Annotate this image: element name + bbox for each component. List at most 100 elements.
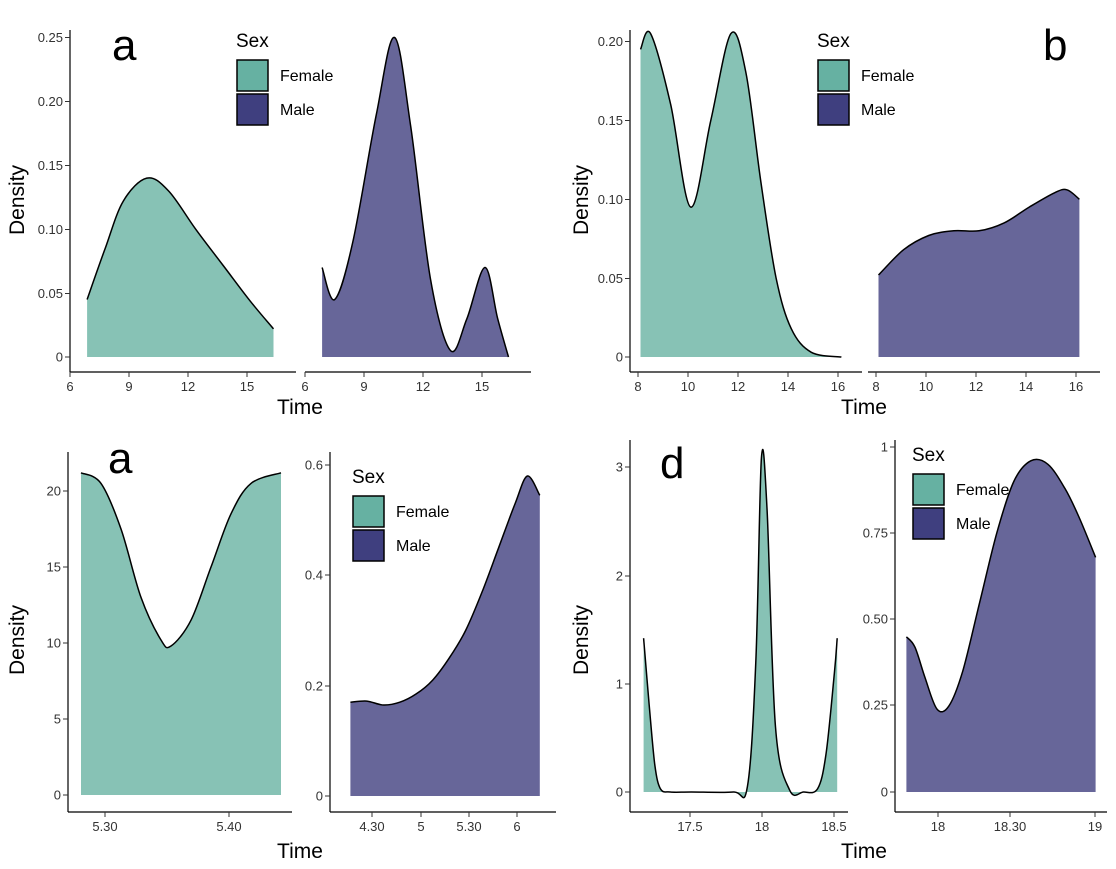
y-tick-label: 0 (56, 350, 63, 365)
x-axis-title: Time (841, 396, 887, 419)
density-curve-female (642, 448, 838, 799)
x-tick-label: 12 (731, 379, 745, 394)
y-tick-label: 0.20 (38, 94, 63, 109)
legend-label-male: Male (396, 538, 431, 555)
x-tick-label: 18 (755, 819, 769, 834)
y-tick-label: 1 (881, 440, 888, 455)
y-tick-label: 0.50 (863, 612, 888, 627)
legend-key-female (817, 59, 850, 92)
x-tick-label: 18.5 (821, 819, 846, 834)
facet-female: 0 0.05 0.10 0.15 0.20 8 10 12 14 16 (598, 30, 862, 394)
x-tick-label: 14 (781, 379, 795, 394)
panel-letter: a (112, 21, 137, 70)
x-tick-label: 9 (360, 379, 367, 394)
y-tick-label: 0.15 (38, 158, 63, 173)
legend-label-female: Female (956, 482, 1009, 499)
facet-male: 0 0.25 0.50 0.75 1 18 18.30 19 (863, 440, 1107, 834)
density-curve-female (639, 30, 842, 358)
legend-key-male (817, 93, 850, 126)
y-tick-label: 0.10 (38, 222, 63, 237)
legend-label-male: Male (956, 516, 991, 533)
legend-key-male (236, 93, 269, 126)
y-tick-label: 3 (616, 460, 623, 475)
chart-panel-2: 0 0.05 0.10 0.15 0.20 8 10 12 14 16 8 10 12 14 16 b Time… (570, 21, 1100, 419)
legend-label-female: Female (280, 68, 333, 85)
x-axis-title: Time (277, 840, 323, 863)
y-tick-label: 0.25 (863, 698, 888, 713)
y-tick-label: 0 (616, 785, 623, 800)
x-tick-label: 14 (1019, 379, 1033, 394)
facet-male: 0 0.2 0.4 0.6 4.30 5 5.30 6 (305, 452, 556, 834)
density-area-female (81, 472, 281, 795)
x-tick-label: 16 (1069, 379, 1083, 394)
legend-title: Sex (817, 31, 850, 52)
y-tick-label: 0.15 (598, 113, 623, 128)
x-tick-label: 5.30 (456, 819, 481, 834)
y-tick-label: 0.10 (598, 192, 623, 207)
x-tick-label: 17.5 (677, 819, 702, 834)
density-curve-male (350, 475, 541, 706)
x-tick-label: 10 (919, 379, 933, 394)
y-tick-label: 0.05 (38, 286, 63, 301)
y-tick-label: 20 (47, 484, 61, 499)
x-tick-label: 18.30 (994, 819, 1027, 834)
legend: Sex Female Male (352, 467, 449, 562)
legend-key-female (912, 473, 945, 506)
x-tick-label: 8 (872, 379, 879, 394)
facet-female: 0 5 10 15 20 5.30 5.40 (47, 452, 292, 834)
legend: Sex Female Male (817, 31, 914, 126)
density-area-female (640, 31, 842, 357)
x-tick-label: 8 (634, 379, 641, 394)
x-tick-label: 12 (969, 379, 983, 394)
facet-female: 0 0.05 0.10 0.15 0.20 0.25 6 9 12 15 (38, 30, 296, 394)
chart-panel-1: 0 0.05 0.10 0.15 0.20 0.25 6 9 12 15 6 9 12 15 a Time De… (6, 21, 531, 419)
x-axis-title: Time (841, 840, 887, 863)
density-curve-female (80, 472, 282, 649)
density-area-female (87, 177, 274, 357)
x-tick-label: 16 (831, 379, 845, 394)
y-axis-title: Density (6, 164, 29, 235)
legend-title: Sex (236, 31, 269, 52)
x-tick-label: 12 (181, 379, 195, 394)
density-curve-female (86, 177, 275, 330)
x-tick-label: 6 (301, 379, 308, 394)
density-curve-male (877, 188, 1080, 276)
legend: Sex Female Male (236, 31, 333, 126)
legend-key-male (912, 507, 945, 540)
x-tick-label: 9 (125, 379, 132, 394)
panel-letter: b (1043, 21, 1067, 70)
panel-letter: a (108, 434, 133, 483)
y-tick-label: 2 (616, 569, 623, 584)
y-tick-label: 0 (616, 350, 623, 365)
density-area-male (350, 475, 540, 796)
y-tick-label: 0.20 (598, 34, 623, 49)
chart-panel-4: 0 1 2 3 17.5 18 18.5 0 0.25 0.50 0.75 1 18 18.30 19 d Ti… (570, 439, 1107, 863)
y-tick-label: 0.75 (863, 526, 888, 541)
legend-label-male: Male (861, 102, 896, 119)
x-tick-label: 18 (931, 819, 945, 834)
legend-label-female: Female (861, 68, 914, 85)
chart-panel-3: 0 5 10 15 20 5.30 5.40 0 0.2 0.4 0.6 4.30 5 5.30 6 a Tim… (6, 434, 556, 863)
x-tick-label: 5.40 (216, 819, 241, 834)
y-tick-label: 5 (54, 712, 61, 727)
legend-title: Sex (352, 467, 385, 488)
legend-key-male (352, 529, 385, 562)
x-tick-label: 4.30 (359, 819, 384, 834)
y-tick-label: 0 (54, 788, 61, 803)
density-area-male (906, 459, 1096, 792)
x-tick-label: 6 (513, 819, 520, 834)
x-tick-label: 5 (417, 819, 424, 834)
y-axis-title: Density (570, 164, 593, 235)
x-axis-title: Time (277, 396, 323, 419)
legend-label-male: Male (280, 102, 315, 119)
density-area-female (643, 449, 838, 798)
facet-female: 0 1 2 3 17.5 18 18.5 (616, 440, 848, 834)
legend-key-female (352, 495, 385, 528)
density-curve-male (321, 36, 510, 358)
y-axis-title: Density (570, 604, 593, 675)
y-tick-label: 0.4 (305, 568, 323, 583)
x-tick-label: 15 (475, 379, 489, 394)
legend-title: Sex (912, 445, 945, 466)
legend: Sex Female Male (912, 445, 1009, 540)
